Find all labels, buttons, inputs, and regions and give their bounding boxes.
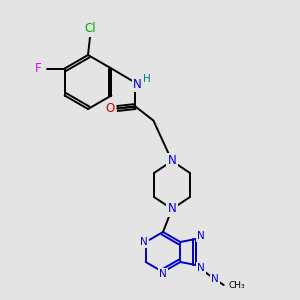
Text: N: N — [197, 231, 205, 241]
Text: O: O — [106, 102, 115, 115]
Text: CH₃: CH₃ — [229, 280, 245, 290]
Text: H: H — [142, 74, 150, 83]
Text: N: N — [168, 202, 176, 215]
Text: F: F — [35, 62, 42, 75]
Text: N: N — [211, 274, 219, 284]
Text: N: N — [168, 154, 176, 167]
Text: N: N — [133, 78, 142, 91]
Text: Cl: Cl — [84, 22, 96, 35]
Text: N: N — [197, 263, 205, 273]
Text: N: N — [159, 269, 167, 279]
Text: N: N — [140, 237, 148, 247]
